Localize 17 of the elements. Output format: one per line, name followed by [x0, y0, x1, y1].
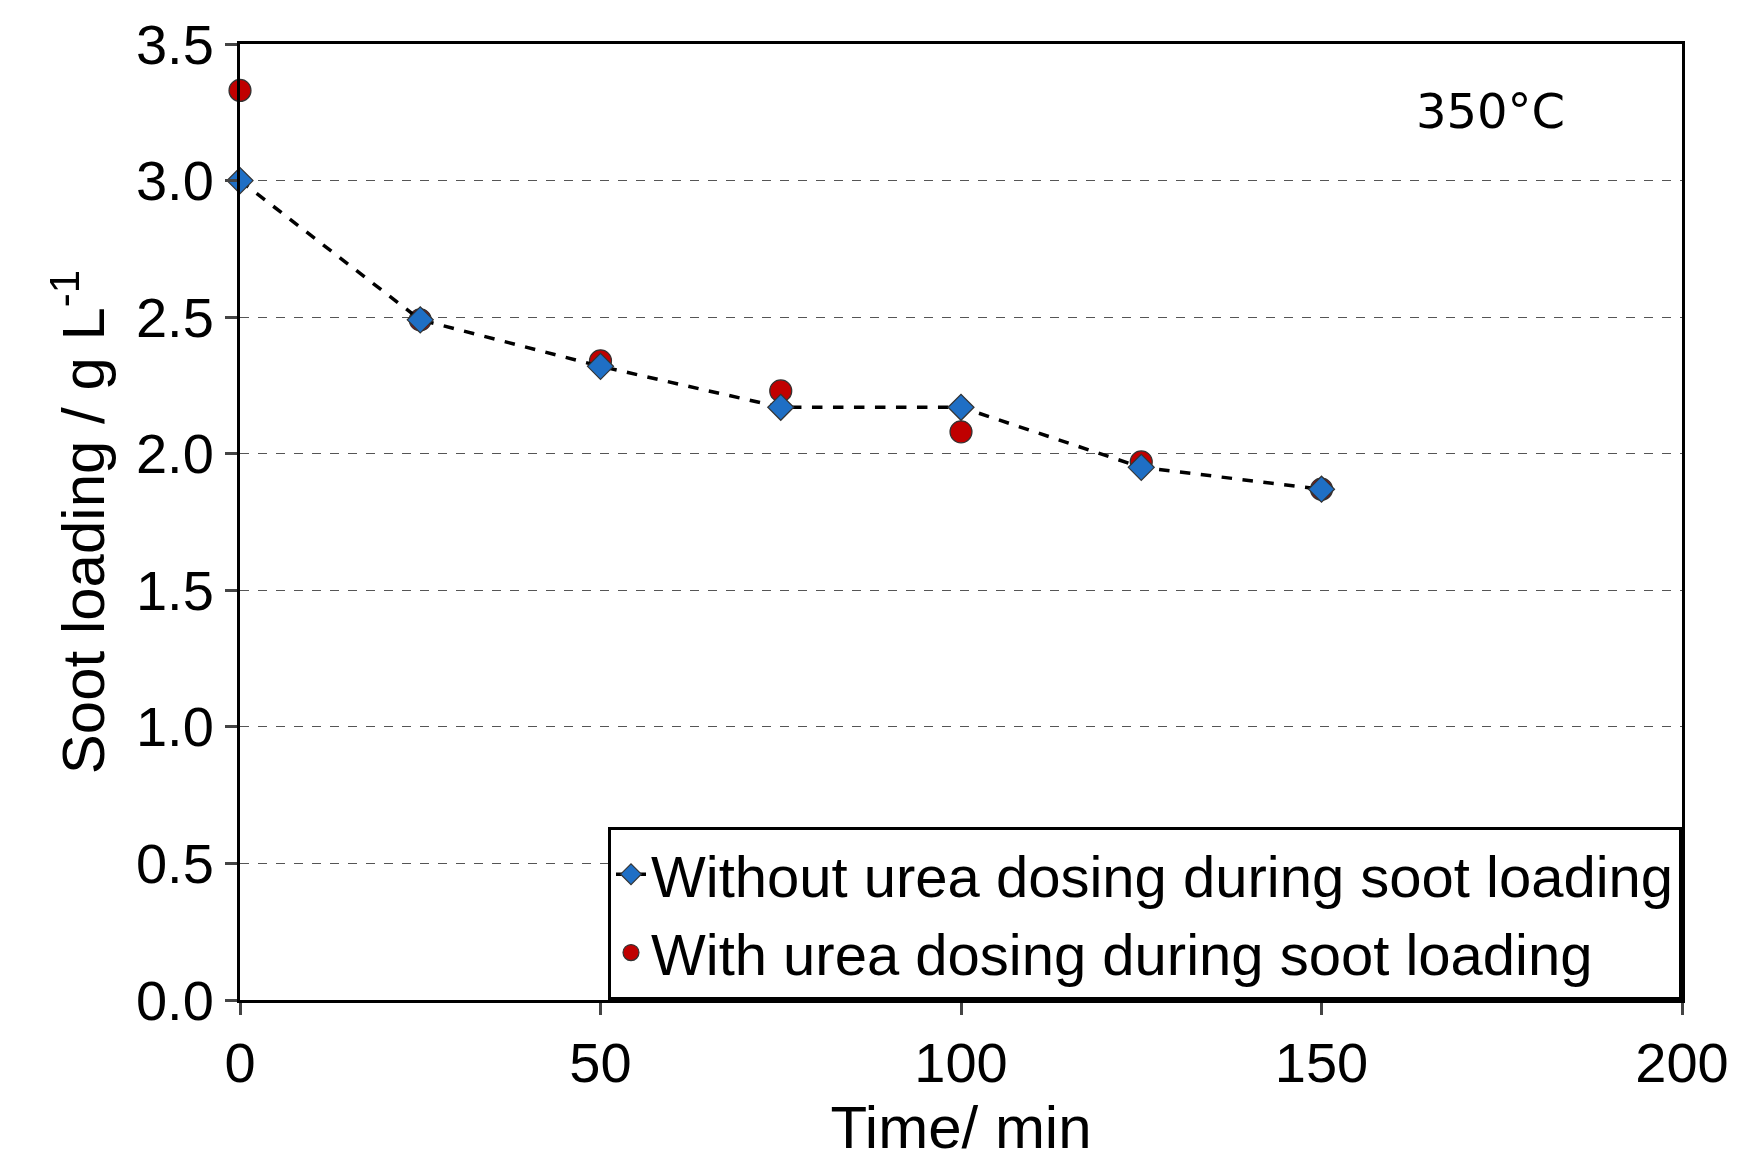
y-tick-label: 3.5 [135, 12, 214, 76]
y-tick-label: 2.5 [135, 285, 214, 349]
x-tick-label: 150 [1274, 1031, 1369, 1095]
y-tick-label: 2.0 [135, 422, 214, 486]
x-tick-label: 0 [224, 1031, 256, 1095]
y-tick-label: 1.0 [135, 695, 214, 759]
x-tick-label: 200 [1635, 1031, 1729, 1095]
x-tick-label: 100 [914, 1031, 1008, 1095]
x-axis-title: Time/ min [830, 1094, 1092, 1162]
y-tick-label: 0.5 [135, 832, 214, 896]
y-tick-label: 1.5 [135, 558, 214, 622]
annotation: 350°C [1416, 83, 1566, 139]
x-tick-label: 50 [569, 1031, 632, 1095]
y-tick-label: 3.0 [135, 149, 214, 213]
legend-label: Without urea dosing during soot loading [651, 843, 1674, 909]
legend-label: With urea dosing during soot loading [651, 922, 1593, 988]
y-tick-label: 0.0 [135, 968, 214, 1032]
